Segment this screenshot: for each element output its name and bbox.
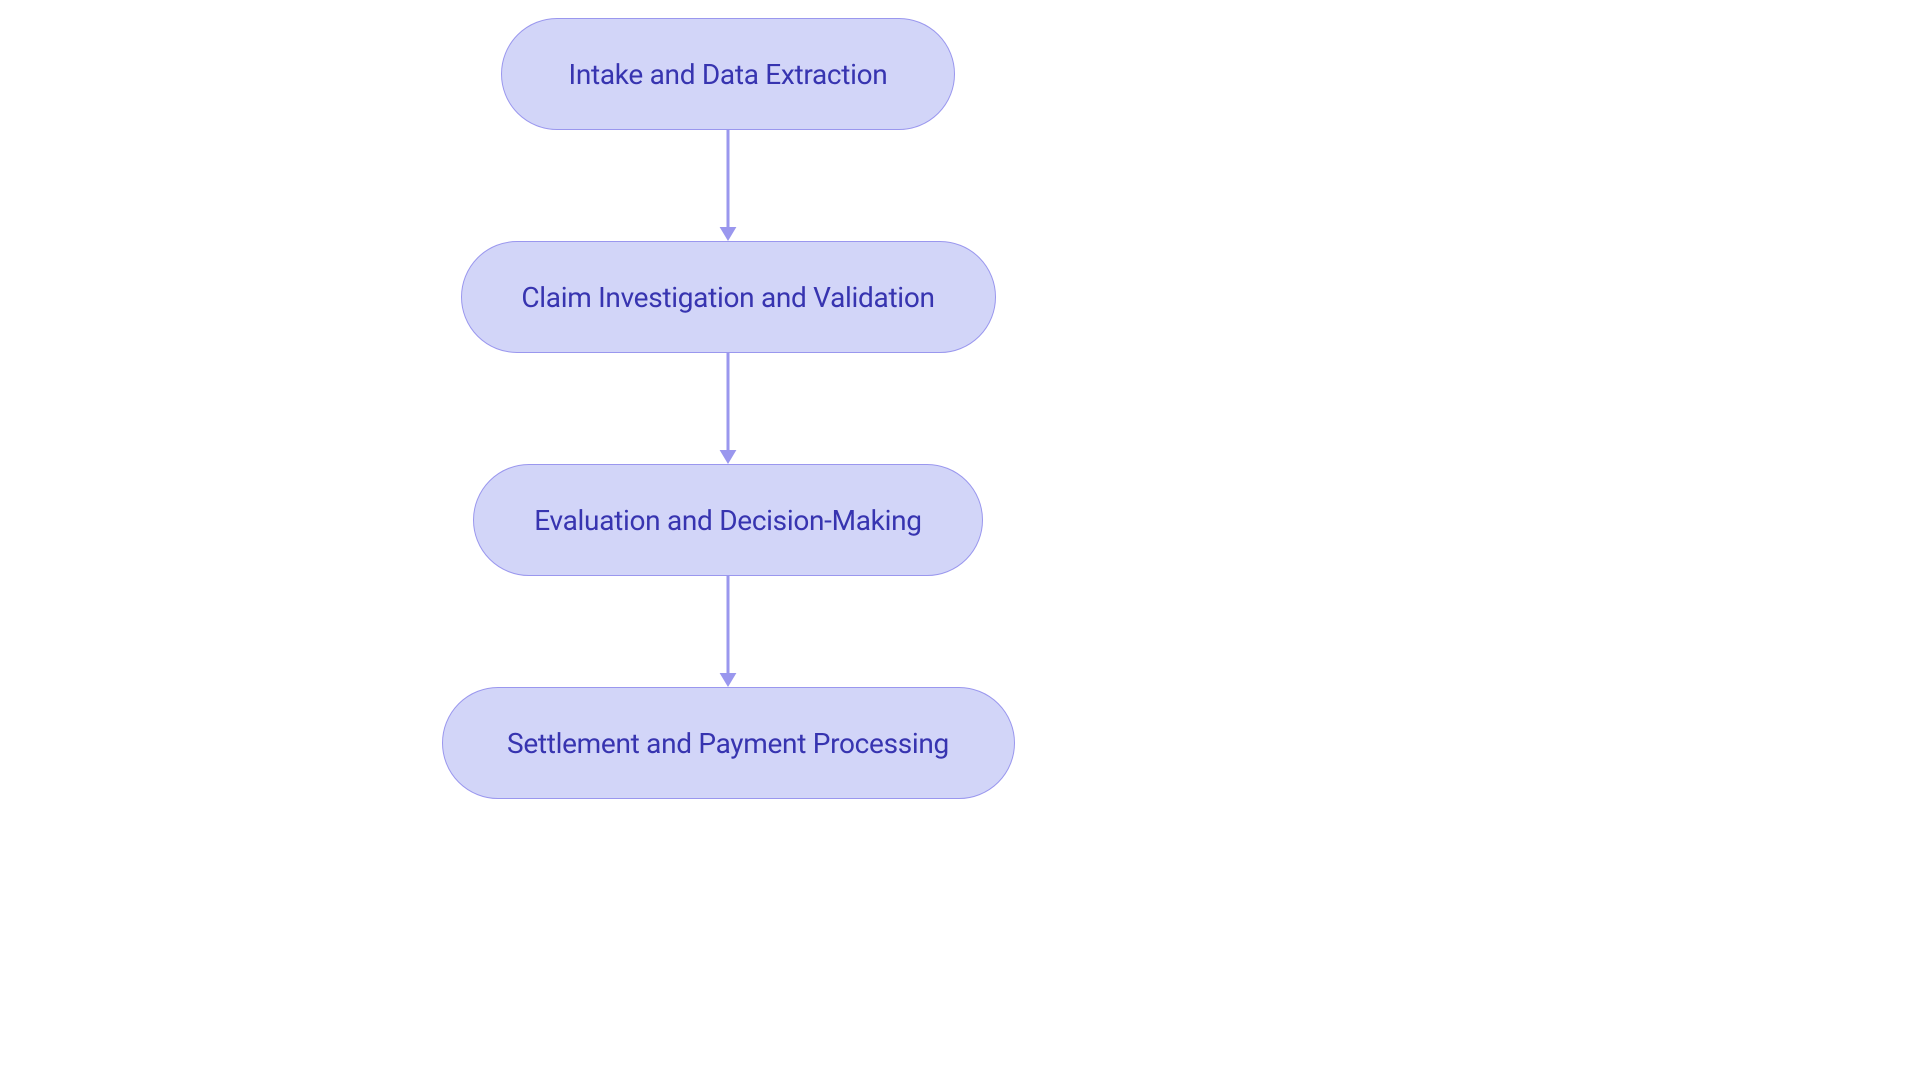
- flow-node-label: Settlement and Payment Processing: [507, 727, 949, 760]
- flow-edge: [714, 130, 742, 241]
- flow-node-investigation: Claim Investigation and Validation: [461, 241, 996, 353]
- flow-node-label: Claim Investigation and Validation: [521, 281, 934, 314]
- flowchart-canvas: Intake and Data Extraction Claim Investi…: [0, 0, 1920, 1080]
- flow-node-intake: Intake and Data Extraction: [501, 18, 955, 130]
- flow-edge: [714, 576, 742, 687]
- flow-node-settlement: Settlement and Payment Processing: [442, 687, 1015, 799]
- flow-node-label: Evaluation and Decision-Making: [534, 504, 921, 537]
- flow-node-label: Intake and Data Extraction: [569, 58, 888, 91]
- flow-edge: [714, 353, 742, 464]
- flow-node-evaluation: Evaluation and Decision-Making: [473, 464, 983, 576]
